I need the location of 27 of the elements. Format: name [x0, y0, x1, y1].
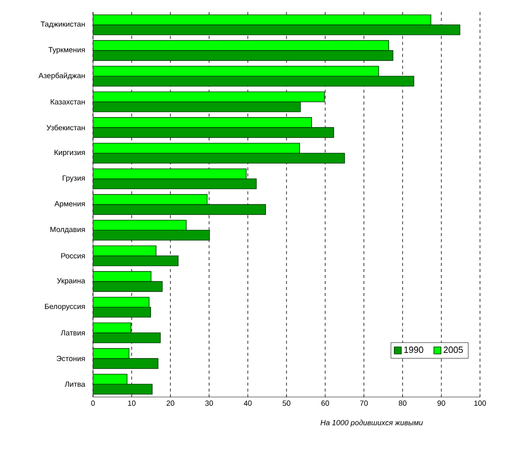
bar — [93, 255, 178, 266]
bar — [93, 374, 128, 385]
legend-label: 2005 — [444, 346, 463, 353]
bar — [93, 384, 153, 395]
bar — [93, 220, 187, 231]
bar — [93, 296, 150, 308]
bar — [93, 152, 345, 164]
bar — [93, 24, 460, 36]
bar — [93, 127, 334, 138]
bar — [93, 168, 247, 180]
legend-label: 1990 — [404, 346, 424, 353]
bar — [93, 117, 312, 128]
bar — [93, 178, 257, 190]
bar — [93, 76, 414, 87]
bar — [93, 14, 432, 26]
bar — [93, 245, 156, 256]
bar — [93, 322, 132, 334]
bar — [93, 91, 325, 102]
bar — [93, 332, 161, 344]
bar — [93, 40, 390, 51]
bar — [93, 50, 394, 61]
bar — [93, 142, 300, 154]
bar — [93, 101, 301, 112]
bar — [93, 230, 210, 241]
bar — [93, 306, 152, 318]
bar — [93, 204, 266, 215]
bar — [93, 66, 379, 77]
